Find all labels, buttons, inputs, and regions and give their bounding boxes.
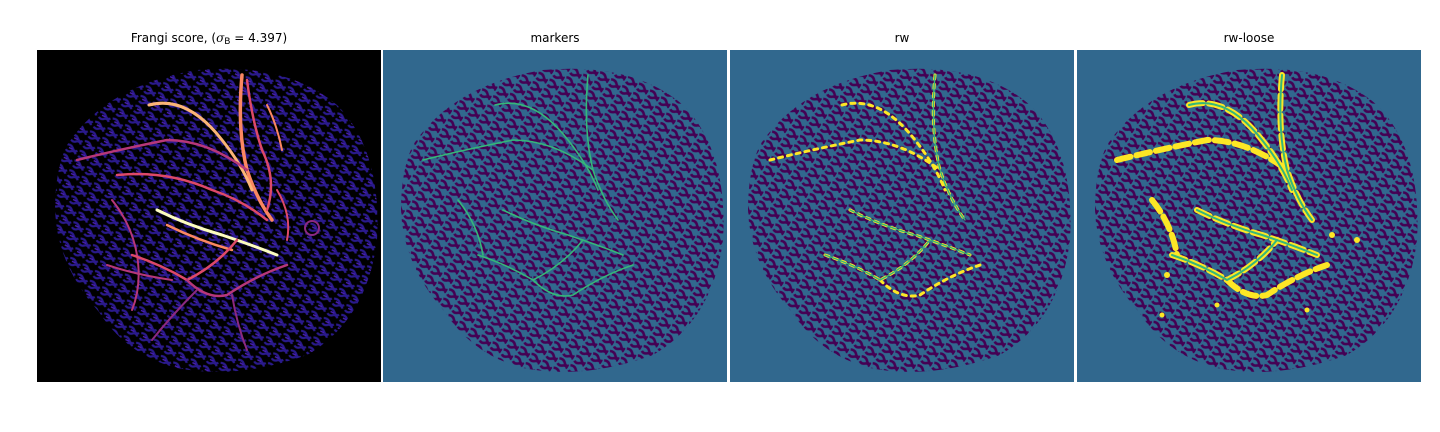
rw-panel xyxy=(730,50,1074,382)
frangi-title-suffix: = 4.397) xyxy=(230,31,288,45)
frangi-title-symbol: σ xyxy=(216,31,225,45)
markers-image xyxy=(383,50,727,382)
frangi-score-image xyxy=(37,50,381,382)
rw-loose-panel-title: rw-loose xyxy=(1223,31,1275,45)
rw-image xyxy=(730,50,1074,382)
markers-panel xyxy=(383,50,727,382)
frangi-panel-title: Frangi score, (σB = 4.397) xyxy=(37,31,381,49)
rw-loose-panel xyxy=(1077,50,1421,382)
frangi-vessels xyxy=(75,73,320,351)
marker-vessels xyxy=(422,74,634,297)
frangi-title-subscript: B xyxy=(224,37,231,47)
rw-loose-image xyxy=(1077,50,1421,382)
markers-panel-title: markers xyxy=(530,31,580,45)
frangi-title-prefix: Frangi score, ( xyxy=(130,31,217,45)
rw-loose-vessels xyxy=(1114,72,1360,318)
rw-panel-title: rw xyxy=(894,31,910,45)
frangi-score-panel xyxy=(37,50,381,382)
rw-vessels xyxy=(768,73,982,298)
